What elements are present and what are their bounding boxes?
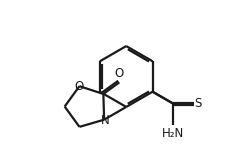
Text: O: O [74, 80, 83, 93]
Text: H₂N: H₂N [161, 127, 184, 140]
Text: O: O [115, 67, 124, 80]
Text: S: S [195, 97, 202, 110]
Text: N: N [101, 114, 109, 127]
